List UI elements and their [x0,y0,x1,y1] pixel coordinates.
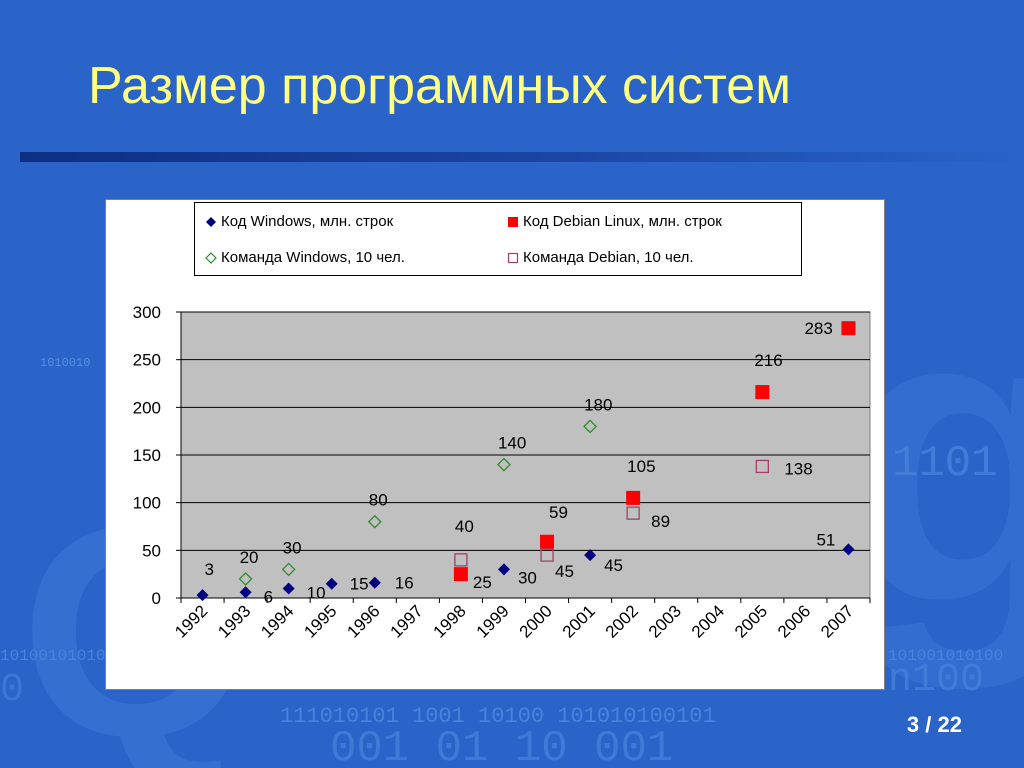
marker-windows-code [325,577,338,590]
x-tick-label: 1998 [430,601,470,641]
svg-text:1101: 1101 [892,439,998,489]
marker-debian-team [454,553,468,567]
marker-debian-team [540,548,554,562]
y-tick-label: 200 [133,398,161,417]
slide-title: Размер программных систем [88,57,791,115]
y-tick-label: 50 [142,541,161,560]
marker-windows-team [497,457,511,472]
svg-text:1010010: 1010010 [40,356,90,370]
x-tick-label: 1993 [214,601,254,641]
data-label: 45 [555,562,574,581]
marker-debian-code [755,385,770,400]
x-tick-label: 2001 [559,601,599,641]
marker-windows-team [238,572,253,586]
marker-windows-code [196,589,209,602]
x-tick-label: 2003 [645,601,685,641]
marker-debian-code [540,534,555,549]
data-label: 89 [651,512,670,531]
data-label: 283 [804,319,832,338]
title-divider [20,152,1024,162]
marker-debian-code [841,321,856,336]
data-label: 16 [395,574,414,593]
page-number: 3 / 22 [907,712,962,738]
legend-item-windows-code: Код Windows, млн. строк [205,213,393,230]
svg-text:101001010100: 101001010100 [888,647,1003,665]
marker-windows-code [239,586,252,599]
svg-text:n100: n100 [888,658,984,703]
data-label: 10 [307,583,326,602]
marker-windows-code [497,563,510,576]
marker-windows-code [584,549,597,562]
data-label: 138 [784,459,812,478]
legend-item-debian-code: Код Debian Linux, млн. строк [507,213,722,230]
diamond-open-icon [205,251,217,264]
y-tick-label: 250 [133,351,161,370]
y-tick-label: 100 [133,494,161,513]
svg-text:001 01 10 001: 001 01 10 001 [330,724,673,768]
marker-windows-code [282,582,295,595]
x-tick-label: 2006 [774,601,814,641]
data-label: 180 [584,395,612,414]
marker-windows-code [842,543,855,556]
data-label: 15 [350,575,369,594]
x-tick-label: 2004 [688,601,728,641]
legend-label: Код Debian Linux, млн. строк [523,213,722,230]
data-label: 80 [369,491,388,510]
marker-debian-code [453,567,468,582]
y-tick-label: 150 [133,446,161,465]
data-label: 51 [816,530,835,549]
chart-area: 0 50 100 150 200 250 300 1992 1993 1994 1995 1996 19… [105,199,885,690]
data-label: 59 [549,503,568,522]
x-tick-label: 1994 [257,601,297,641]
diamond-filled-icon [206,216,216,227]
legend-label: Код Windows, млн. строк [221,213,394,230]
data-label: 105 [627,457,655,476]
marker-windows-code [368,576,381,589]
data-label: 45 [604,556,623,575]
data-label: 30 [283,538,302,557]
marker-debian-team [755,459,769,474]
marker-windows-team [367,514,382,529]
marker-windows-team [583,419,598,434]
legend-label: Команда Debian, 10 чел. [523,249,694,266]
legend-label: Команда Windows, 10 чел. [221,249,405,266]
x-tick-label: 1995 [300,601,340,641]
x-tick-label: 1992 [171,601,211,641]
x-tick-label: 1999 [473,601,513,641]
legend-item-windows-team: Команда Windows, 10 чел. [205,249,405,266]
data-label: 40 [455,517,474,536]
x-tick-label: 1997 [386,601,426,641]
data-label: 30 [518,568,537,587]
square-filled-icon [508,216,518,227]
legend-item-debian-team: Команда Debian, 10 чел. [507,249,694,266]
marker-debian-team [626,506,640,520]
y-tick-label: 300 [133,303,161,322]
data-label: 3 [205,560,214,579]
chart-legend: Код Windows, млн. строк Код Debian Linux… [194,202,802,276]
x-tick-label: 1996 [343,601,383,641]
page-total: 22 [937,712,962,737]
y-tick-label: 0 [152,589,161,608]
x-tick-label: 2007 [817,601,857,641]
x-tick-label: 2005 [731,601,771,641]
data-label: 25 [473,573,492,592]
data-label: 216 [754,351,782,370]
x-tick-label: 2000 [516,601,556,641]
x-tick-label: 2002 [602,601,642,641]
marker-windows-team [281,562,296,577]
data-label: 140 [498,434,526,453]
marker-debian-code [626,490,641,505]
data-label: 20 [240,548,259,567]
page-separator: / [925,712,932,737]
svg-text:111010101 1001 10100 10101010: 111010101 1001 10100 101010100101 [280,704,716,729]
square-open-icon [507,252,519,263]
svg-text:0: 0 [0,668,24,713]
page-current: 3 [906,712,920,737]
data-label: 6 [264,587,273,606]
